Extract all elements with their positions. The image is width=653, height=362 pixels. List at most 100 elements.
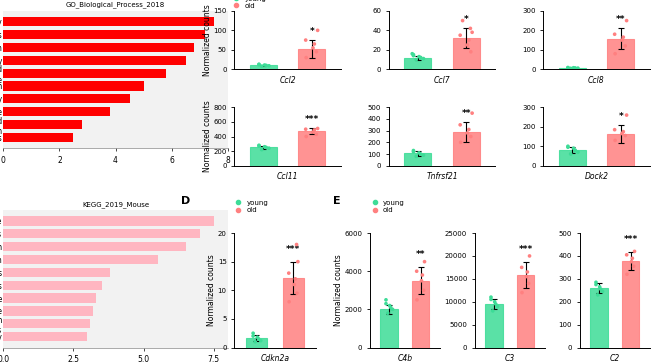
Y-axis label: Normalized counts: Normalized counts bbox=[202, 4, 212, 76]
X-axis label: Dock2: Dock2 bbox=[584, 172, 609, 181]
Point bbox=[628, 263, 639, 269]
Point bbox=[301, 55, 311, 60]
Point bbox=[412, 297, 422, 303]
Point bbox=[381, 301, 391, 307]
Text: E: E bbox=[333, 197, 341, 206]
Point bbox=[408, 148, 419, 153]
Point bbox=[264, 63, 274, 69]
Point bbox=[417, 272, 428, 278]
Bar bbox=[3, 68, 166, 78]
Bar bbox=[283, 278, 304, 348]
Point bbox=[419, 287, 429, 293]
Bar bbox=[3, 17, 214, 26]
Bar bbox=[404, 153, 431, 166]
Bar bbox=[3, 306, 93, 316]
Point bbox=[466, 134, 476, 139]
X-axis label: Ccl7: Ccl7 bbox=[434, 76, 451, 85]
Point bbox=[311, 131, 321, 137]
X-axis label: Ccl8: Ccl8 bbox=[588, 76, 605, 85]
Text: **: ** bbox=[416, 251, 425, 260]
Bar bbox=[453, 132, 479, 166]
Point bbox=[466, 49, 476, 55]
Bar bbox=[590, 288, 607, 348]
Point bbox=[573, 65, 583, 71]
Bar bbox=[3, 319, 90, 328]
Point bbox=[408, 149, 419, 155]
Point bbox=[411, 153, 421, 159]
Point bbox=[385, 303, 395, 308]
X-axis label: Tnfrsf21: Tnfrsf21 bbox=[426, 172, 458, 181]
Bar bbox=[3, 81, 144, 90]
Point bbox=[629, 248, 640, 254]
Text: D: D bbox=[182, 197, 191, 206]
Bar bbox=[3, 281, 101, 290]
Point bbox=[301, 134, 311, 139]
Point bbox=[616, 131, 627, 136]
Point bbox=[259, 62, 270, 68]
Bar bbox=[622, 261, 639, 348]
Point bbox=[620, 132, 631, 138]
Point bbox=[464, 127, 474, 132]
Text: ***: *** bbox=[286, 245, 300, 254]
Title: GO_Biological_Process_2018: GO_Biological_Process_2018 bbox=[66, 2, 165, 8]
Point bbox=[521, 274, 532, 279]
Point bbox=[385, 304, 396, 310]
Point bbox=[517, 290, 527, 295]
Point bbox=[563, 144, 573, 150]
Bar bbox=[3, 30, 206, 39]
Bar bbox=[380, 310, 398, 348]
Point bbox=[418, 152, 428, 158]
Legend: young, old: young, old bbox=[368, 200, 405, 213]
Text: *: * bbox=[310, 28, 314, 36]
Point bbox=[622, 18, 632, 24]
Point bbox=[309, 41, 319, 47]
X-axis label: C2: C2 bbox=[610, 354, 620, 362]
Bar bbox=[3, 294, 96, 303]
Point bbox=[490, 301, 501, 307]
Point bbox=[524, 281, 534, 286]
X-axis label: Ccl11: Ccl11 bbox=[277, 172, 298, 181]
X-axis label: C4b: C4b bbox=[397, 354, 412, 362]
Bar bbox=[404, 58, 431, 69]
Bar bbox=[298, 49, 325, 69]
Point bbox=[609, 31, 620, 37]
Bar bbox=[3, 56, 185, 65]
Bar bbox=[298, 131, 325, 166]
Bar bbox=[250, 147, 277, 166]
Bar bbox=[3, 242, 185, 251]
Bar bbox=[3, 120, 82, 129]
Point bbox=[597, 289, 608, 294]
Legend: young, old: young, old bbox=[229, 0, 266, 9]
Point bbox=[411, 57, 421, 63]
Point bbox=[570, 65, 581, 71]
Point bbox=[563, 65, 573, 71]
Text: *: * bbox=[618, 112, 623, 121]
Point bbox=[291, 241, 302, 247]
Bar bbox=[3, 133, 73, 142]
Point bbox=[293, 259, 303, 265]
Point bbox=[620, 43, 631, 49]
Point bbox=[252, 334, 263, 340]
Point bbox=[414, 150, 424, 156]
Point bbox=[618, 34, 629, 40]
Point bbox=[622, 112, 632, 118]
Bar bbox=[3, 268, 110, 277]
Point bbox=[517, 265, 527, 270]
Bar bbox=[3, 216, 214, 226]
Point bbox=[592, 292, 603, 298]
Point bbox=[407, 51, 417, 56]
Point bbox=[524, 253, 535, 259]
Point bbox=[418, 56, 428, 62]
Point bbox=[254, 61, 264, 67]
Point bbox=[415, 151, 426, 157]
Point bbox=[383, 310, 393, 316]
Point bbox=[259, 144, 270, 150]
Bar bbox=[3, 332, 88, 341]
Point bbox=[257, 147, 267, 152]
Point bbox=[465, 25, 475, 31]
Bar bbox=[559, 68, 586, 69]
Point bbox=[300, 37, 311, 43]
Point bbox=[573, 149, 583, 155]
Point bbox=[254, 143, 264, 149]
Point bbox=[618, 129, 629, 135]
